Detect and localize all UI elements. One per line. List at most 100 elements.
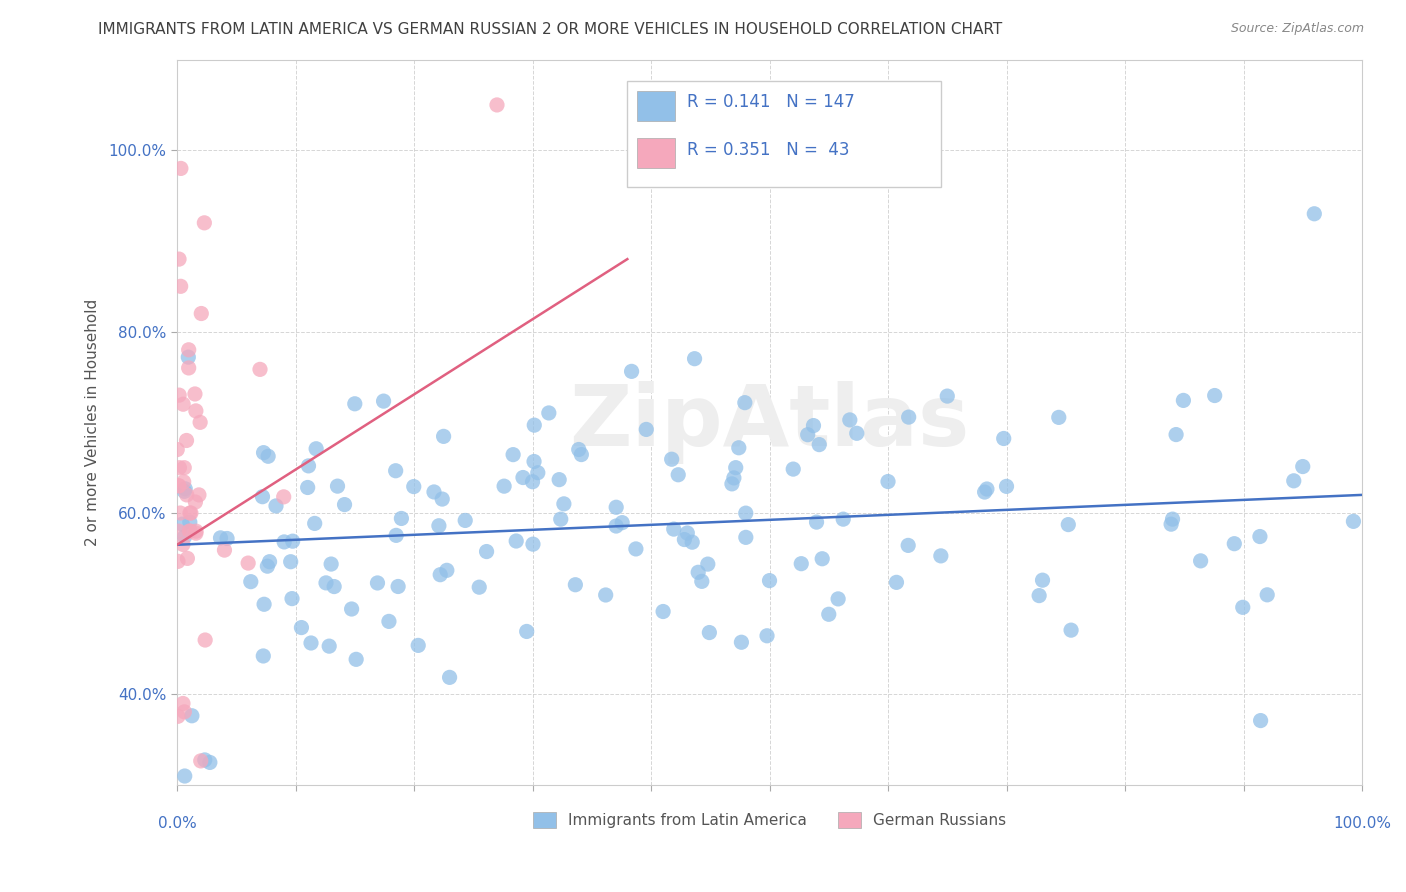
Text: 0.0%: 0.0% — [157, 815, 197, 830]
Point — [184, 524, 207, 538]
Point — [179, 506, 201, 520]
Point — [304, 516, 326, 531]
Point — [173, 530, 195, 544]
Point — [177, 343, 200, 357]
Point — [1189, 554, 1212, 568]
Point — [522, 475, 544, 489]
FancyBboxPatch shape — [627, 81, 942, 186]
Point — [681, 535, 703, 549]
Point — [180, 708, 202, 723]
Point — [553, 497, 575, 511]
Point — [1303, 207, 1326, 221]
Point — [184, 404, 207, 418]
Point — [402, 479, 425, 493]
Point — [897, 410, 920, 425]
Point — [184, 526, 207, 541]
Text: R = 0.351   N =  43: R = 0.351 N = 43 — [686, 141, 849, 160]
Point — [782, 462, 804, 476]
Point — [179, 524, 201, 538]
Point — [384, 464, 406, 478]
Point — [194, 753, 217, 767]
Point — [688, 566, 710, 580]
Point — [256, 559, 278, 574]
Point — [169, 506, 191, 520]
Point — [290, 621, 312, 635]
Point — [167, 479, 190, 493]
Point — [808, 437, 831, 451]
Point — [439, 670, 461, 684]
Point — [523, 418, 546, 433]
Point — [252, 445, 274, 459]
Point — [1173, 393, 1195, 408]
Point — [666, 467, 689, 482]
Point — [699, 625, 721, 640]
Point — [176, 488, 198, 502]
Point — [886, 575, 908, 590]
Point — [827, 591, 849, 606]
Point — [169, 279, 191, 293]
Point — [406, 639, 429, 653]
Point — [1057, 517, 1080, 532]
Point — [897, 538, 920, 552]
Point — [1343, 514, 1365, 528]
Point — [389, 511, 412, 525]
Point — [676, 526, 699, 541]
Point — [537, 406, 560, 420]
Point — [1028, 589, 1050, 603]
Point — [252, 648, 274, 663]
Point — [167, 388, 190, 402]
Point — [249, 362, 271, 376]
Point — [187, 488, 209, 502]
Point — [373, 394, 395, 409]
Point — [257, 450, 280, 464]
Point — [305, 442, 328, 456]
Text: 100.0%: 100.0% — [1333, 815, 1391, 830]
Point — [696, 557, 718, 571]
Point — [333, 498, 356, 512]
Point — [385, 528, 408, 542]
Point — [1160, 517, 1182, 532]
Point — [427, 518, 450, 533]
Point — [1249, 530, 1271, 544]
Point — [673, 533, 696, 547]
Point — [344, 652, 367, 666]
Point — [378, 615, 401, 629]
Point — [172, 537, 194, 551]
Point — [169, 460, 191, 475]
Point — [512, 470, 534, 484]
Point — [176, 434, 198, 448]
Point — [193, 216, 215, 230]
Point — [1282, 474, 1305, 488]
Point — [343, 397, 366, 411]
Point — [297, 458, 319, 473]
Point — [166, 442, 188, 457]
Point — [995, 479, 1018, 493]
Point — [167, 554, 190, 568]
Text: ZipAtlas: ZipAtlas — [569, 381, 970, 464]
Point — [505, 534, 527, 549]
FancyBboxPatch shape — [637, 91, 675, 121]
Point — [605, 500, 627, 515]
Point — [796, 427, 818, 442]
Point — [620, 364, 643, 378]
Point — [236, 556, 259, 570]
Point — [485, 98, 508, 112]
Point — [734, 506, 756, 520]
Point — [173, 705, 195, 719]
Point — [184, 387, 207, 401]
Point — [662, 522, 685, 536]
Point — [877, 475, 900, 489]
Point — [522, 537, 544, 551]
Point — [179, 515, 201, 529]
Point — [253, 597, 276, 611]
Point — [502, 448, 524, 462]
Point — [973, 485, 995, 500]
Point — [624, 541, 647, 556]
Point — [936, 389, 959, 403]
Point — [605, 519, 627, 533]
Point — [832, 512, 855, 526]
Point — [454, 513, 477, 527]
Point — [756, 629, 779, 643]
Point — [340, 602, 363, 616]
Point — [167, 709, 190, 723]
